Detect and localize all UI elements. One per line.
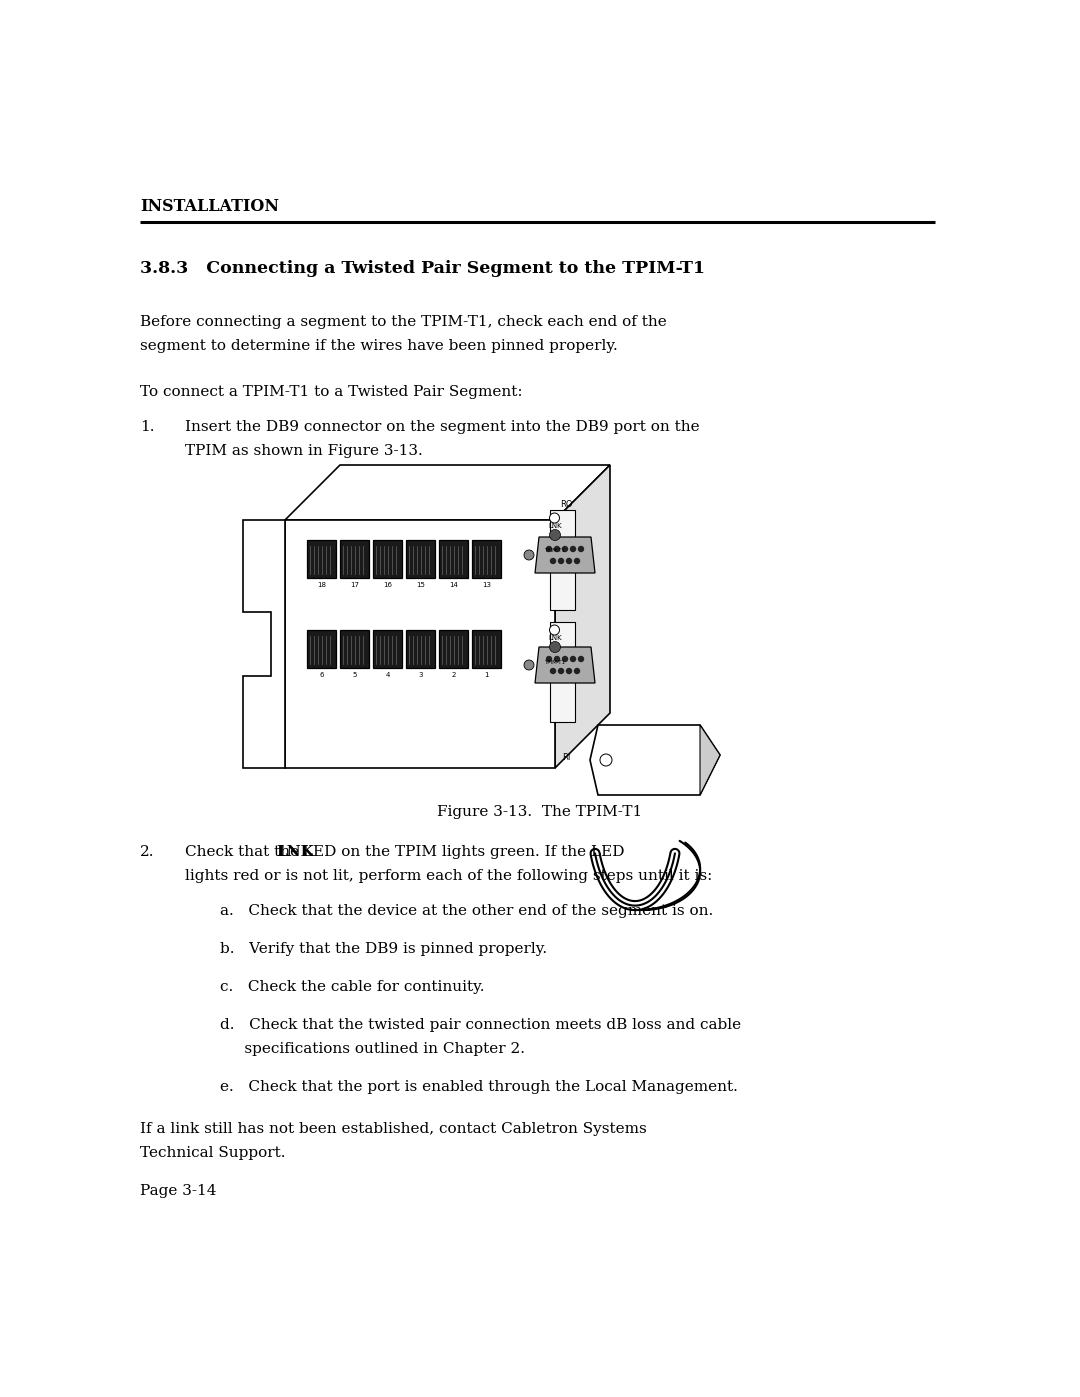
Text: 17: 17 [350,583,359,588]
Bar [340,630,369,668]
Bar [550,510,575,610]
Text: 15: 15 [416,583,424,588]
Text: specifications outlined in Chapter 2.: specifications outlined in Chapter 2. [220,1042,525,1056]
Circle shape [579,546,583,552]
Text: b.   Verify that the DB9 is pinned properly.: b. Verify that the DB9 is pinned properl… [220,942,548,956]
Circle shape [550,641,561,652]
Bar [373,630,402,668]
Polygon shape [535,536,595,573]
Text: Page 3-14: Page 3-14 [140,1185,216,1199]
Text: TPIM-T1: TPIM-T1 [544,659,566,665]
Circle shape [558,559,564,563]
Text: 5: 5 [352,672,356,678]
Text: TPIM-T1: TPIM-T1 [544,548,566,553]
Text: If a link still has not been established, contact Cabletron Systems: If a link still has not been established… [140,1122,647,1136]
Bar [472,541,501,578]
Circle shape [579,657,583,662]
Text: 4: 4 [386,672,390,678]
Circle shape [524,550,534,560]
Text: Technical Support.: Technical Support. [140,1146,285,1160]
Bar [550,622,575,722]
Text: d.   Check that the twisted pair connection meets dB loss and cable: d. Check that the twisted pair connectio… [220,1018,741,1032]
Bar [406,630,435,668]
Text: LNK: LNK [549,522,563,529]
Circle shape [567,559,571,563]
Circle shape [550,529,561,541]
Bar [307,630,336,668]
Text: c.   Check the cable for continuity.: c. Check the cable for continuity. [220,981,485,995]
Text: LNK: LNK [549,636,563,641]
Circle shape [550,624,559,636]
Text: Insert the DB9 connector on the segment into the DB9 port on the: Insert the DB9 connector on the segment … [185,420,700,434]
Bar [307,541,336,578]
Circle shape [567,669,571,673]
Text: 2: 2 [451,672,456,678]
Text: 3: 3 [418,672,422,678]
Polygon shape [285,465,610,520]
Text: RI: RI [562,753,570,761]
Text: Figure 3-13.  The TPIM-T1: Figure 3-13. The TPIM-T1 [437,805,643,819]
Text: LED on the TPIM lights green. If the LED: LED on the TPIM lights green. If the LED [298,845,624,859]
Circle shape [546,546,552,552]
Circle shape [575,559,580,563]
Circle shape [563,546,567,552]
Text: To connect a TPIM-T1 to a Twisted Pair Segment:: To connect a TPIM-T1 to a Twisted Pair S… [140,386,523,400]
Text: 14: 14 [449,583,458,588]
Circle shape [575,669,580,673]
Bar [340,541,369,578]
Circle shape [546,657,552,662]
Text: INSTALLATION: INSTALLATION [140,198,279,215]
Bar [438,630,468,668]
Polygon shape [243,520,285,768]
Circle shape [600,754,612,766]
Circle shape [554,657,559,662]
Text: 1: 1 [484,672,489,678]
Bar [438,541,468,578]
Text: LNK: LNK [276,845,314,859]
Text: segment to determine if the wires have been pinned properly.: segment to determine if the wires have b… [140,339,618,353]
Text: 1.: 1. [140,420,154,434]
Circle shape [554,546,559,552]
Text: 2.: 2. [140,845,154,859]
Text: Before connecting a segment to the TPIM-T1, check each end of the: Before connecting a segment to the TPIM-… [140,314,666,330]
Text: lights red or is not lit, perform each of the following steps until it is:: lights red or is not lit, perform each o… [185,869,713,883]
Polygon shape [700,725,720,795]
Circle shape [570,546,576,552]
Circle shape [551,669,555,673]
Circle shape [558,669,564,673]
Text: Check that the: Check that the [185,845,303,859]
Circle shape [524,659,534,671]
Text: TPIM as shown in Figure 3-13.: TPIM as shown in Figure 3-13. [185,444,422,458]
Text: RO: RO [561,500,572,509]
Text: e.   Check that the port is enabled through the Local Management.: e. Check that the port is enabled throug… [220,1080,738,1094]
Text: a.   Check that the device at the other end of the segment is on.: a. Check that the device at the other en… [220,904,713,918]
Polygon shape [555,465,610,768]
Circle shape [551,559,555,563]
Bar [373,541,402,578]
Circle shape [563,657,567,662]
Circle shape [550,513,559,522]
Text: 13: 13 [482,583,491,588]
Bar [472,630,501,668]
Polygon shape [285,520,555,768]
Polygon shape [590,725,720,795]
Polygon shape [535,647,595,683]
Text: 3.8.3   Connecting a Twisted Pair Segment to the TPIM-T1: 3.8.3 Connecting a Twisted Pair Segment … [140,260,705,277]
Text: 16: 16 [383,583,392,588]
Bar [406,541,435,578]
Circle shape [570,657,576,662]
Text: 18: 18 [318,583,326,588]
Text: 6: 6 [320,672,324,678]
